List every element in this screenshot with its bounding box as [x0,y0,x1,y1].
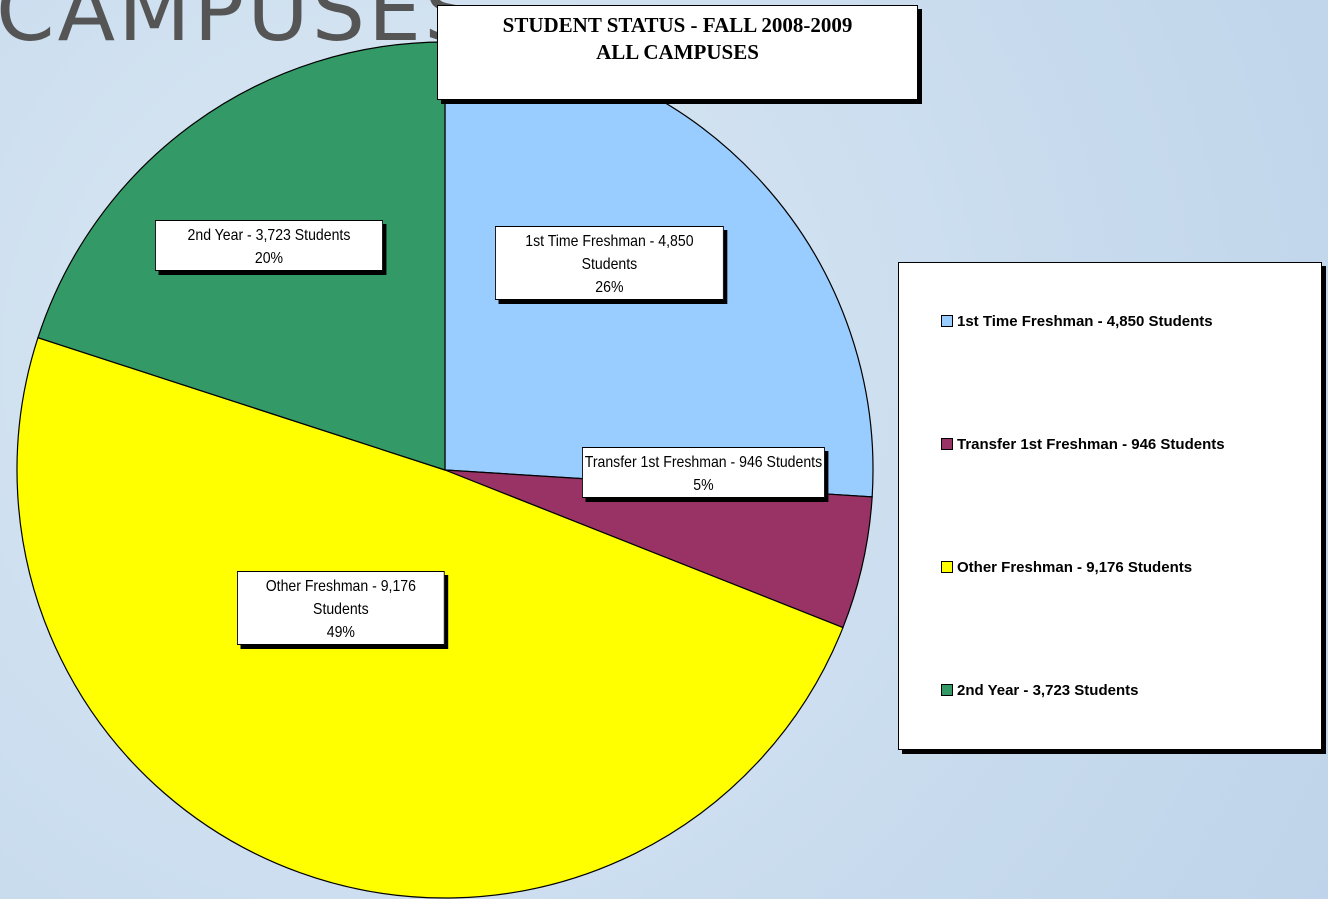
legend-label: 2nd Year - 3,723 Students [957,682,1139,699]
data-label: 2nd Year - 3,723 Students 20% [155,220,383,271]
data-label-category: Transfer 1st Freshman - 946 Students [584,454,823,471]
chart-title: STUDENT STATUS - FALL 2008-2009 [502,13,853,37]
data-label: Other Freshman - 9,176 Students 49% [237,571,445,645]
legend-label: Transfer 1st Freshman - 946 Students [957,436,1225,453]
chart-subtitle: ALL CAMPUSES [596,40,759,64]
legend-entry: 1st Time Freshman - 4,850 Students [941,313,1213,330]
data-label-category: Other Freshman - 9,176 Students [265,578,416,618]
legend-label: Other Freshman - 9,176 Students [957,559,1193,576]
data-label: 1st Time Freshman - 4,850 Students 26% [495,226,724,300]
data-label-value: 20% [254,250,284,267]
legend-swatch [941,684,953,696]
chart-title-box: STUDENT STATUS - FALL 2008-2009 ALL CAMP… [437,5,918,100]
legend: 1st Time Freshman - 4,850 Students Transf… [898,262,1322,750]
data-label-value: 5% [693,477,714,494]
legend-label: 1st Time Freshman - 4,850 Students [957,313,1213,330]
data-label-category: 2nd Year - 3,723 Students [187,227,351,244]
legend-swatch [941,315,953,327]
data-label-category: 1st Time Freshman - 4,850 Students [525,233,694,273]
legend-swatch [941,438,953,450]
data-label: Transfer 1st Freshman - 946 Students 5% [582,447,825,498]
legend-entry: 2nd Year - 3,723 Students [941,682,1138,699]
legend-swatch [941,561,953,573]
legend-entry: Other Freshman - 9,176 Students [941,559,1192,576]
data-label-value: 26% [595,279,624,296]
data-label-value: 49% [326,624,355,641]
legend-entry: Transfer 1st Freshman - 946 Students [941,436,1225,453]
